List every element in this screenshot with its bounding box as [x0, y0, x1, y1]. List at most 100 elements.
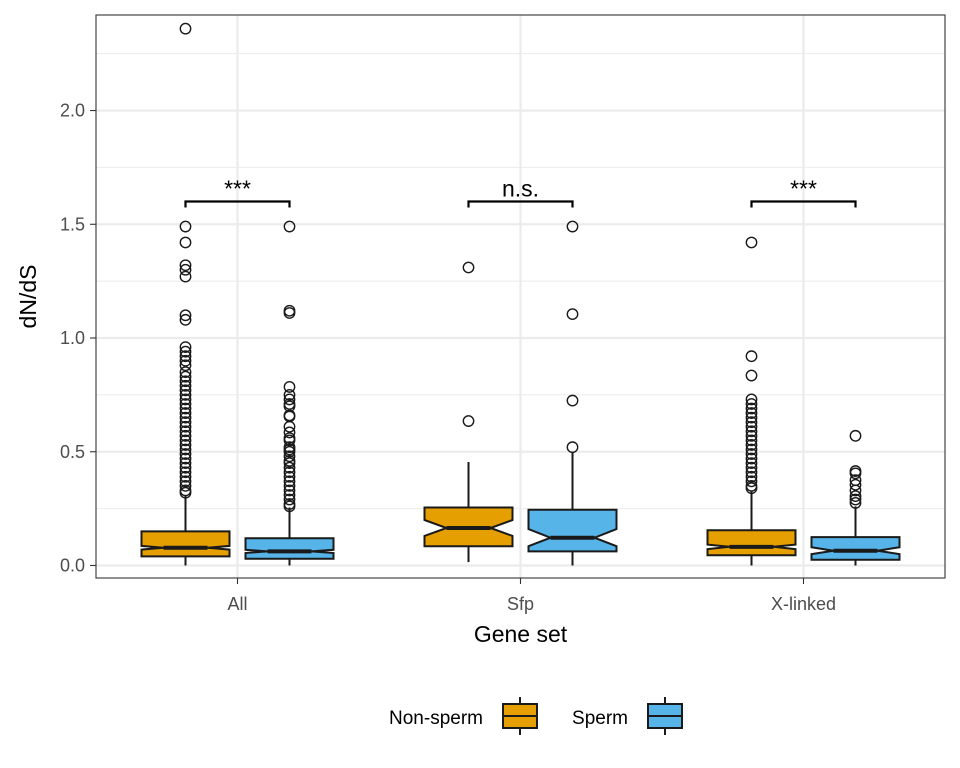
outlier-point — [745, 457, 758, 470]
outlier-point — [179, 466, 192, 479]
outlier-point — [179, 366, 192, 379]
box-sperm-x-linked — [810, 429, 901, 566]
outlier-point — [745, 369, 758, 382]
outlier-point — [179, 461, 192, 474]
outlier-point — [179, 425, 192, 438]
box-non-sperm-sfp — [423, 261, 514, 563]
x-axis: All Sfp X-linked — [227, 578, 836, 614]
outlier-point — [179, 354, 192, 367]
outlier-point — [283, 470, 296, 483]
x-tick-label: All — [227, 594, 247, 614]
outlier-point — [283, 457, 296, 470]
x-tick-label: Sfp — [507, 594, 534, 614]
outlier-point — [283, 484, 296, 497]
outlier-point — [179, 411, 192, 424]
outlier-point — [566, 394, 579, 407]
box-body — [527, 508, 618, 553]
outlier-point — [566, 441, 579, 454]
legend: Non-sperm Sperm — [389, 697, 683, 735]
x-axis-title: Gene set — [474, 621, 568, 647]
outlier-point — [745, 411, 758, 424]
outlier-point — [283, 434, 296, 447]
outlier-point — [745, 475, 758, 488]
outlier-point — [179, 259, 192, 272]
outlier-point — [283, 461, 296, 474]
outlier-point — [179, 429, 192, 442]
outlier-point — [745, 452, 758, 465]
outlier-point — [745, 429, 758, 442]
significance-label: *** — [224, 176, 251, 202]
outlier-point — [849, 467, 862, 480]
outlier-point — [849, 497, 862, 509]
outlier-point — [179, 22, 192, 35]
outlier-point — [745, 407, 758, 419]
outlier-point — [179, 479, 192, 492]
significance-bracket — [184, 200, 291, 208]
significance-bracket — [467, 200, 574, 208]
outlier-point — [179, 393, 192, 406]
legend-item-sperm: Sperm — [572, 697, 683, 735]
outlier-point — [179, 470, 192, 483]
y-tick-label: 0.5 — [60, 442, 85, 462]
outlier-point — [179, 309, 192, 322]
outlier-point — [849, 429, 862, 442]
outlier-point — [283, 466, 296, 479]
box-sperm-all — [244, 220, 335, 566]
outlier-point — [179, 448, 192, 460]
outlier-point — [179, 388, 192, 401]
outlier-point — [179, 407, 192, 419]
outlier-point — [745, 461, 758, 474]
outlier-point — [179, 486, 192, 499]
outlier-point — [179, 345, 192, 358]
annotation-x-linked: *** — [750, 176, 857, 208]
box-non-sperm-x-linked — [706, 236, 797, 566]
outlier-point — [849, 493, 862, 506]
outlier-point — [179, 434, 192, 447]
outlier-point — [566, 308, 579, 321]
outlier-point — [179, 313, 192, 326]
outlier-point — [283, 450, 296, 463]
outlier-point — [849, 484, 862, 497]
outlier-point — [745, 236, 758, 249]
outlier-point — [179, 475, 192, 488]
outlier-point — [745, 434, 758, 447]
outlier-point — [179, 375, 192, 388]
significance-annotations: *** n.s. *** — [184, 176, 857, 208]
significance-label: n.s. — [502, 176, 539, 202]
outlier-point — [745, 416, 758, 429]
legend-item-non-sperm: Non-sperm — [389, 697, 538, 735]
outlier-point — [849, 478, 862, 491]
outlier-point — [462, 261, 475, 274]
outlier-point — [745, 448, 758, 460]
outlier-point — [179, 270, 192, 283]
outlier-point — [283, 388, 296, 401]
outlier-point — [179, 263, 192, 276]
box-sperm-sfp — [527, 220, 618, 566]
y-tick-label: 0.0 — [60, 555, 85, 575]
x-tick-label: X-linked — [771, 594, 836, 614]
legend-label: Sperm — [572, 708, 628, 729]
outlier-point — [283, 426, 296, 439]
outlier-point — [283, 307, 296, 319]
outlier-point — [179, 236, 192, 249]
outlier-point — [179, 452, 192, 465]
legend-label: Non-sperm — [389, 708, 483, 729]
outlier-point — [179, 341, 192, 354]
outlier-point — [745, 470, 758, 483]
outlier-point — [745, 420, 758, 433]
annotation-sfp: n.s. — [467, 176, 574, 208]
outlier-point — [179, 384, 192, 397]
outlier-point — [283, 500, 296, 513]
outlier-point — [566, 220, 579, 233]
outlier-point — [179, 379, 192, 392]
y-axis-title: dN/dS — [15, 265, 41, 329]
outlier-point — [179, 359, 192, 372]
outlier-point — [283, 489, 296, 501]
outlier-point — [745, 425, 758, 438]
outlier-point — [179, 398, 192, 410]
y-tick-label: 2.0 — [60, 101, 85, 121]
outlier-point — [283, 479, 296, 492]
y-axis: 0.0 0.5 1.0 1.5 2.0 — [60, 101, 96, 575]
outlier-point — [745, 350, 758, 363]
